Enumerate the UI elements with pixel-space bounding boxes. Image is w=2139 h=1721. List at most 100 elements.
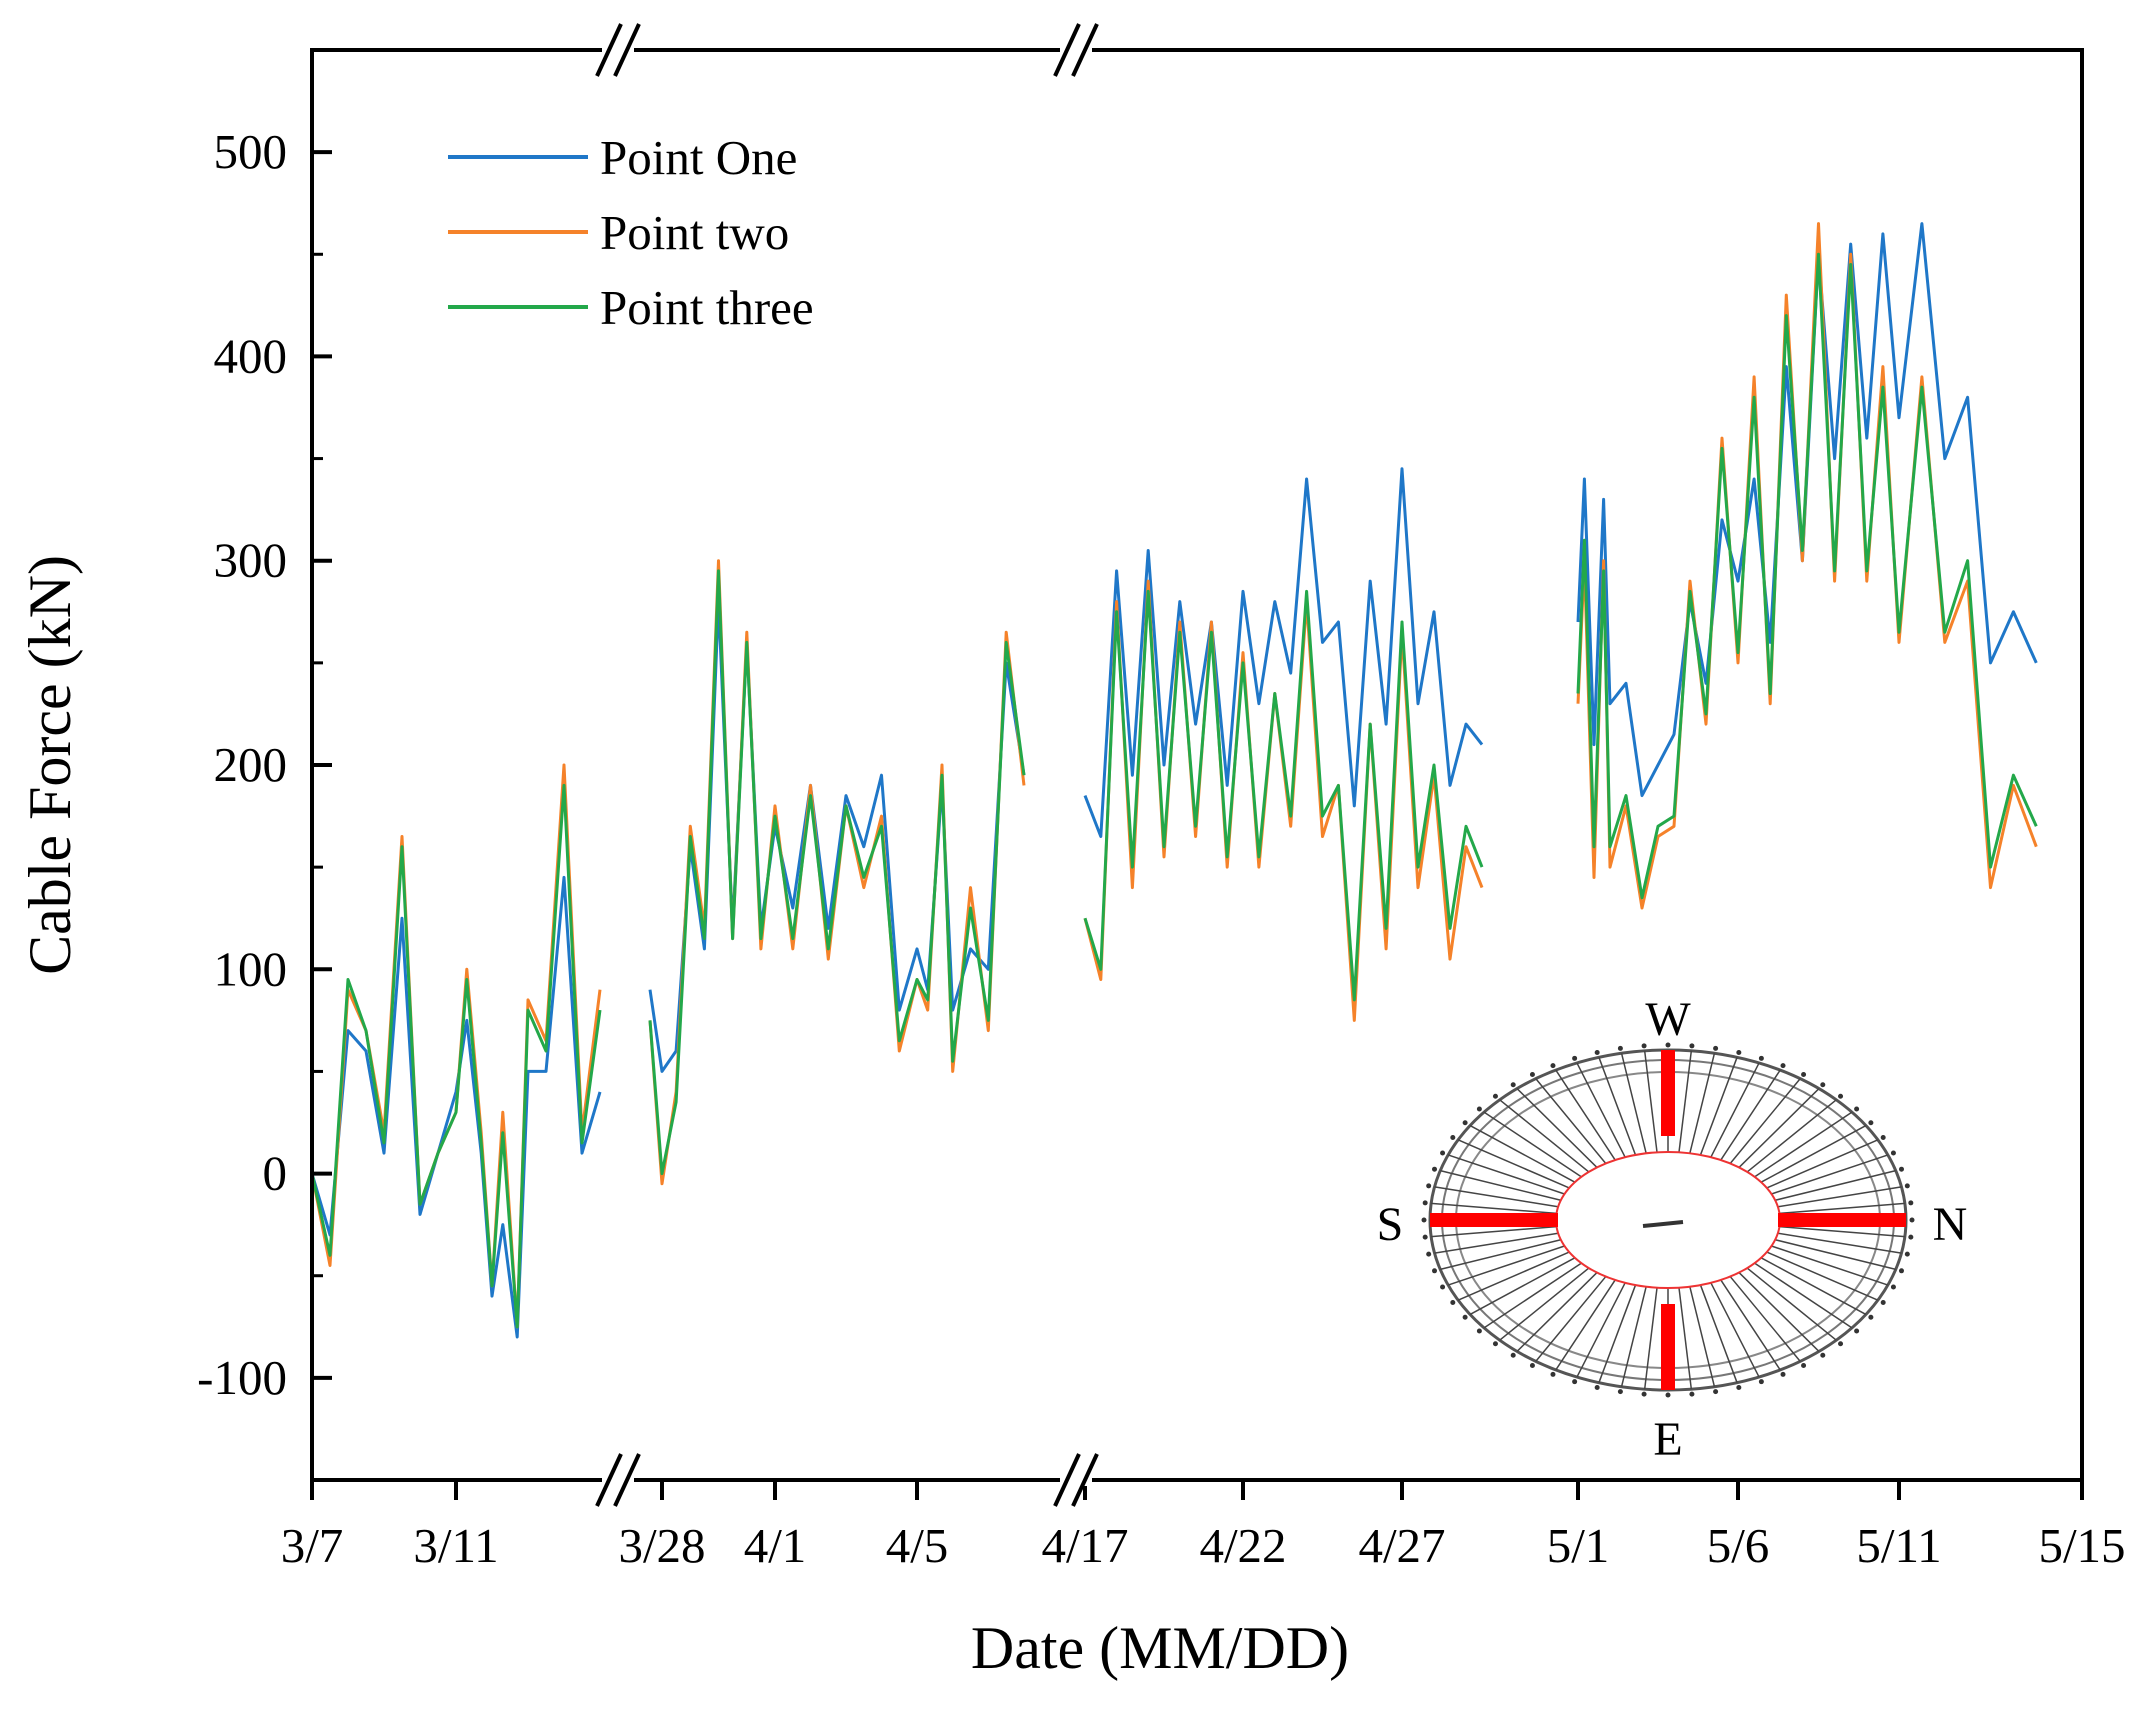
stadium-cable	[1643, 1050, 1658, 1153]
y-tick-label: 500	[214, 124, 288, 179]
stadium-anchor-dot	[1426, 1183, 1432, 1189]
stadium-cable	[1710, 1062, 1760, 1158]
y-tick-label: 0	[263, 1146, 288, 1201]
stadium-anchor-dot	[1689, 1043, 1695, 1049]
stadium-anchor-dot	[1898, 1268, 1904, 1274]
stadium-anchor-dot	[1801, 1363, 1807, 1369]
stadium-cable	[1760, 1124, 1867, 1183]
stadium-anchor-dot	[1868, 1314, 1874, 1320]
stadium-anchor-dot	[1758, 1055, 1764, 1061]
legend-label-2: Point two	[600, 205, 789, 260]
stadium-anchor-dot	[1617, 1045, 1623, 1051]
stadium-anchor-dot	[1820, 1352, 1826, 1358]
compass-label-north: N	[1933, 1198, 1968, 1251]
stadium-cable	[1754, 1111, 1853, 1178]
stadium-anchor-dot	[1440, 1150, 1446, 1156]
stadium-anchor-dot	[1665, 1392, 1671, 1398]
stadium-cable	[1689, 1286, 1716, 1387]
stadium-anchor-dot	[1641, 1391, 1647, 1397]
stadium-cable	[1499, 1267, 1590, 1341]
stadium-anchor-dot	[1432, 1268, 1438, 1274]
stadium-cable	[1499, 1099, 1590, 1173]
stadium-cable	[1689, 1053, 1716, 1154]
stadium-cable	[1457, 1139, 1570, 1189]
axis-breaks	[595, 23, 1099, 1507]
stadium-cable	[1535, 1078, 1607, 1164]
stadium-cable	[1643, 1287, 1658, 1390]
stadium-cable	[1774, 1239, 1896, 1271]
legend-label-1: Point One	[600, 130, 797, 185]
stadium-cable	[1746, 1267, 1837, 1341]
series-line-2-segment-1	[310, 763, 602, 1329]
x-tick-label: 5/11	[1856, 1518, 1941, 1573]
stadium-anchor-dot	[1422, 1200, 1428, 1206]
x-tick-label: 4/1	[744, 1518, 807, 1573]
stadium-cable	[1457, 1251, 1570, 1301]
stadium-anchor-dot	[1550, 1371, 1556, 1377]
stadium-cable	[1447, 1245, 1565, 1286]
stadium-cable	[1516, 1088, 1598, 1168]
highlight-west	[1661, 1050, 1675, 1136]
stadium-cable	[1699, 1057, 1738, 1156]
stadium-cable	[1678, 1050, 1693, 1153]
stadium-cable	[1746, 1099, 1837, 1173]
stadium-anchor-dot	[1421, 1217, 1427, 1223]
stadium-cable	[1447, 1154, 1565, 1195]
stadium-anchor-dot	[1492, 1093, 1498, 1099]
stadium-anchor-dot	[1440, 1284, 1446, 1290]
stadium-cable	[1720, 1069, 1781, 1161]
stadium-cable	[1483, 1111, 1582, 1178]
stadium-cable	[1720, 1279, 1781, 1371]
y-axis-title: Cable Force (kN)	[17, 555, 83, 975]
stadium-anchor-dot	[1780, 1371, 1786, 1377]
x-tick-label: 4/27	[1358, 1518, 1445, 1573]
series-line-3-segment-2	[648, 569, 1026, 1176]
x-tick-label: 5/6	[1707, 1518, 1770, 1573]
stadium-anchor-dot	[1510, 1082, 1516, 1088]
x-tick-label: 4/22	[1199, 1518, 1286, 1573]
legend: Point One Point two Point three	[448, 130, 814, 335]
stadium-cable	[1555, 1069, 1616, 1161]
stadium-anchor-dot	[1689, 1391, 1695, 1397]
stadium-anchor-dot	[1450, 1135, 1456, 1141]
stadium-anchor-dot	[1854, 1328, 1860, 1334]
stadium-anchor-dot	[1758, 1379, 1764, 1385]
stadium-cable	[1766, 1251, 1879, 1301]
x-tick-label: 5/1	[1547, 1518, 1610, 1573]
stadium-cable	[1516, 1272, 1598, 1352]
stadium-anchor-dot	[1617, 1389, 1623, 1395]
stadium-cable	[1576, 1062, 1626, 1158]
stadium-anchor-dot	[1904, 1183, 1910, 1189]
stadium-cable	[1771, 1245, 1889, 1286]
stadium-inset: W E S N	[1377, 993, 1968, 1466]
series-line-1-segment-4	[1576, 222, 2038, 798]
stadium-cable	[1779, 1202, 1905, 1215]
stadium-center-mark	[1642, 1220, 1684, 1228]
y-tick-label: 100	[214, 941, 288, 996]
highlight-east	[1661, 1304, 1675, 1390]
stadium-cable	[1710, 1282, 1760, 1378]
stadium-cable	[1431, 1202, 1557, 1215]
highlight-south	[1430, 1213, 1558, 1227]
stadium-cable	[1535, 1276, 1607, 1362]
series-line-3-segment-1	[310, 783, 602, 1329]
stadium-anchor-dot	[1898, 1166, 1904, 1172]
stadium-anchor-dot	[1422, 1234, 1428, 1240]
stadium-anchor-dot	[1594, 1050, 1600, 1056]
stadium-cable	[1766, 1139, 1879, 1189]
axis-break-mark	[613, 1453, 641, 1507]
x-tick-label: 4/5	[886, 1518, 949, 1573]
stadium-cable	[1699, 1284, 1738, 1383]
stadium-cable	[1729, 1078, 1801, 1164]
stadium-cable	[1431, 1225, 1557, 1238]
stadium-cable	[1678, 1287, 1693, 1390]
axis-ticks: -100 0 100 200 300 400 500 3/7 3/11 3/28 4/1 4/5 4/1…	[197, 48, 2126, 1573]
stadium-anchor-dot	[1736, 1384, 1742, 1390]
highlight-north	[1778, 1213, 1906, 1227]
series-line-1-segment-2	[648, 600, 1026, 1073]
stadium-cable	[1555, 1279, 1616, 1371]
axis-break-mark	[613, 23, 641, 77]
stadium-cable	[1771, 1154, 1889, 1195]
stadium-anchor-dot	[1492, 1341, 1498, 1347]
stadium-anchor-dot	[1550, 1063, 1556, 1069]
